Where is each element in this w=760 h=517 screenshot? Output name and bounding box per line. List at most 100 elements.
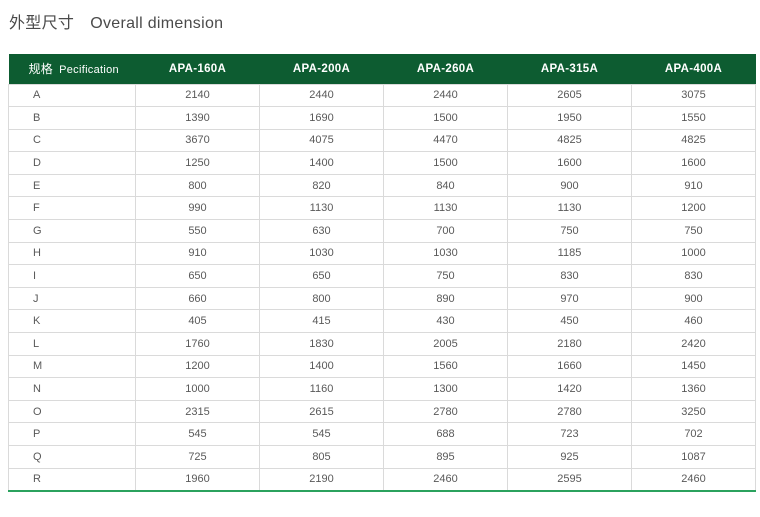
dimension-label-cell: P [8,422,136,446]
dimension-value-cell: 750 [507,219,632,243]
dimension-value-cell: 800 [259,286,384,311]
dimension-value-cell: 2460 [631,467,756,492]
table-row: C 3670 4075 4470 4825 4825 [8,128,756,153]
table-row: I 650 650 750 830 830 [8,264,756,288]
dimension-label-cell: M [8,354,136,379]
dimension-value-cell: 415 [259,309,384,334]
table-body: A 2140 2440 2440 2605 3075 B 1390 1690 1500 1950 15… [8,83,756,492]
table-row: A 2140 2440 2440 2605 3075 [8,83,756,108]
dimension-value-cell: 2005 [383,332,508,356]
dimension-value-cell: 3075 [631,83,756,108]
dimension-value-cell: 1130 [507,196,632,221]
dimension-value-cell: 990 [135,196,260,221]
dimension-value-cell: 910 [135,241,260,266]
dimension-value-cell: 1960 [135,467,260,492]
dimension-value-cell: 630 [259,219,384,243]
dimension-value-cell: 805 [259,445,384,469]
dimension-value-cell: 2315 [135,399,260,424]
table-row: L 1760 1830 2005 2180 2420 [8,332,756,356]
dimension-value-cell: 910 [631,173,756,198]
dimension-value-cell: 2780 [507,399,632,424]
dimension-label-cell: J [8,286,136,311]
dimension-label-cell: D [8,151,136,175]
dimension-label-cell: G [8,219,136,243]
dimension-value-cell: 1185 [507,241,632,266]
table-row: E 800 820 840 900 910 [8,173,756,198]
dimension-value-cell: 900 [631,286,756,311]
overall-dimension-table: 规格 Pecification APA-160A APA-200A APA-260A A… [8,54,756,492]
dimension-value-cell: 1550 [631,106,756,130]
dimension-value-cell: 1250 [135,151,260,175]
dimension-value-cell: 650 [259,264,384,288]
dimension-value-cell: 2190 [259,467,384,492]
page-title-zh: 外型尺寸 [9,15,75,32]
dimension-value-cell: 4470 [383,128,508,153]
dimension-value-cell: 1660 [507,354,632,379]
dimension-value-cell: 1760 [135,332,260,356]
spec-header-zh: 规格 [28,62,54,77]
dimension-value-cell: 1450 [631,354,756,379]
model-header-cell: APA-160A [135,54,260,84]
dimension-value-cell: 545 [259,422,384,446]
dimension-value-cell: 2180 [507,332,632,356]
dimension-value-cell: 700 [383,219,508,243]
model-header-cell: APA-400A [631,54,756,84]
dimension-label-cell: K [8,309,136,334]
dimension-value-cell: 545 [135,422,260,446]
dimension-value-cell: 1300 [383,377,508,401]
table-row: R 1960 2190 2460 2595 2460 [8,467,756,492]
dimension-value-cell: 750 [631,219,756,243]
dimension-value-cell: 2420 [631,332,756,356]
dimension-value-cell: 1390 [135,106,260,130]
dimension-label-cell: A [8,83,136,108]
page-title: 外型尺寸 Overall dimension [9,9,760,33]
dimension-value-cell: 1360 [631,377,756,401]
dimension-value-cell: 1130 [383,196,508,221]
dimension-value-cell: 550 [135,219,260,243]
dimension-value-cell: 2595 [507,467,632,492]
dimension-value-cell: 660 [135,286,260,311]
dimension-value-cell: 1000 [631,241,756,266]
table-row: P 545 545 688 723 702 [8,422,756,446]
model-header-cell: APA-260A [383,54,508,84]
table-row: G 550 630 700 750 750 [8,219,756,243]
page-title-en: Overall dimension [90,15,224,32]
dimension-value-cell: 1500 [383,151,508,175]
dimension-value-cell: 1600 [507,151,632,175]
dimension-label-cell: I [8,264,136,288]
dimension-label-cell: Q [8,445,136,469]
dimension-value-cell: 1087 [631,445,756,469]
spec-header-en: Pecification [59,64,119,77]
dimension-value-cell: 725 [135,445,260,469]
dimension-value-cell: 2440 [259,83,384,108]
dimension-value-cell: 840 [383,173,508,198]
dimension-label-cell: N [8,377,136,401]
dimension-label-cell: F [8,196,136,221]
dimension-value-cell: 723 [507,422,632,446]
table-row: J 660 800 890 970 900 [8,286,756,311]
table-header-row: 规格 Pecification APA-160A APA-200A APA-260A A… [8,54,756,84]
table-row: B 1390 1690 1500 1950 1550 [8,106,756,130]
table-row: Q 725 805 895 925 1087 [8,445,756,469]
dimension-value-cell: 1830 [259,332,384,356]
dimension-label-cell: O [8,399,136,424]
dimension-label-cell: E [8,173,136,198]
dimension-value-cell: 890 [383,286,508,311]
dimension-value-cell: 2615 [259,399,384,424]
dimension-value-cell: 2440 [383,83,508,108]
model-header-cell: APA-200A [259,54,384,84]
dimension-value-cell: 702 [631,422,756,446]
dimension-value-cell: 1160 [259,377,384,401]
dimension-value-cell: 970 [507,286,632,311]
dimension-value-cell: 830 [507,264,632,288]
dimension-value-cell: 1420 [507,377,632,401]
dimension-value-cell: 1600 [631,151,756,175]
dimension-value-cell: 430 [383,309,508,334]
model-header-cell: APA-315A [507,54,632,84]
table-row: M 1200 1400 1560 1660 1450 [8,354,756,379]
spec-header-cell: 规格 Pecification [8,54,136,84]
dimension-label-cell: B [8,106,136,130]
dimension-value-cell: 4825 [507,128,632,153]
dimension-value-cell: 1000 [135,377,260,401]
dimension-value-cell: 1500 [383,106,508,130]
